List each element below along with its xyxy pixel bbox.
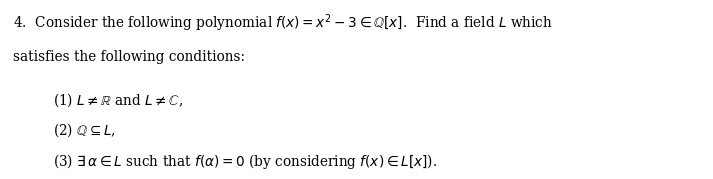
Text: satisfies the following conditions:: satisfies the following conditions: bbox=[13, 50, 245, 64]
Text: 4.  Consider the following polynomial $f(x) = x^2 - 3 \in \mathbb{Q}[x]$.  Find : 4. Consider the following polynomial $f(… bbox=[13, 13, 553, 34]
Text: (2) $\mathbb{Q} \subseteq L$,: (2) $\mathbb{Q} \subseteq L$, bbox=[53, 122, 116, 139]
Text: (1) $L \neq \mathbb{R}$ and $L \neq \mathbb{C}$,: (1) $L \neq \mathbb{R}$ and $L \neq \mat… bbox=[53, 91, 184, 109]
Text: (3) $\exists\, \alpha \in L$ such that $f(\alpha) = 0$ (by considering $f(x) \in: (3) $\exists\, \alpha \in L$ such that $… bbox=[53, 152, 438, 171]
